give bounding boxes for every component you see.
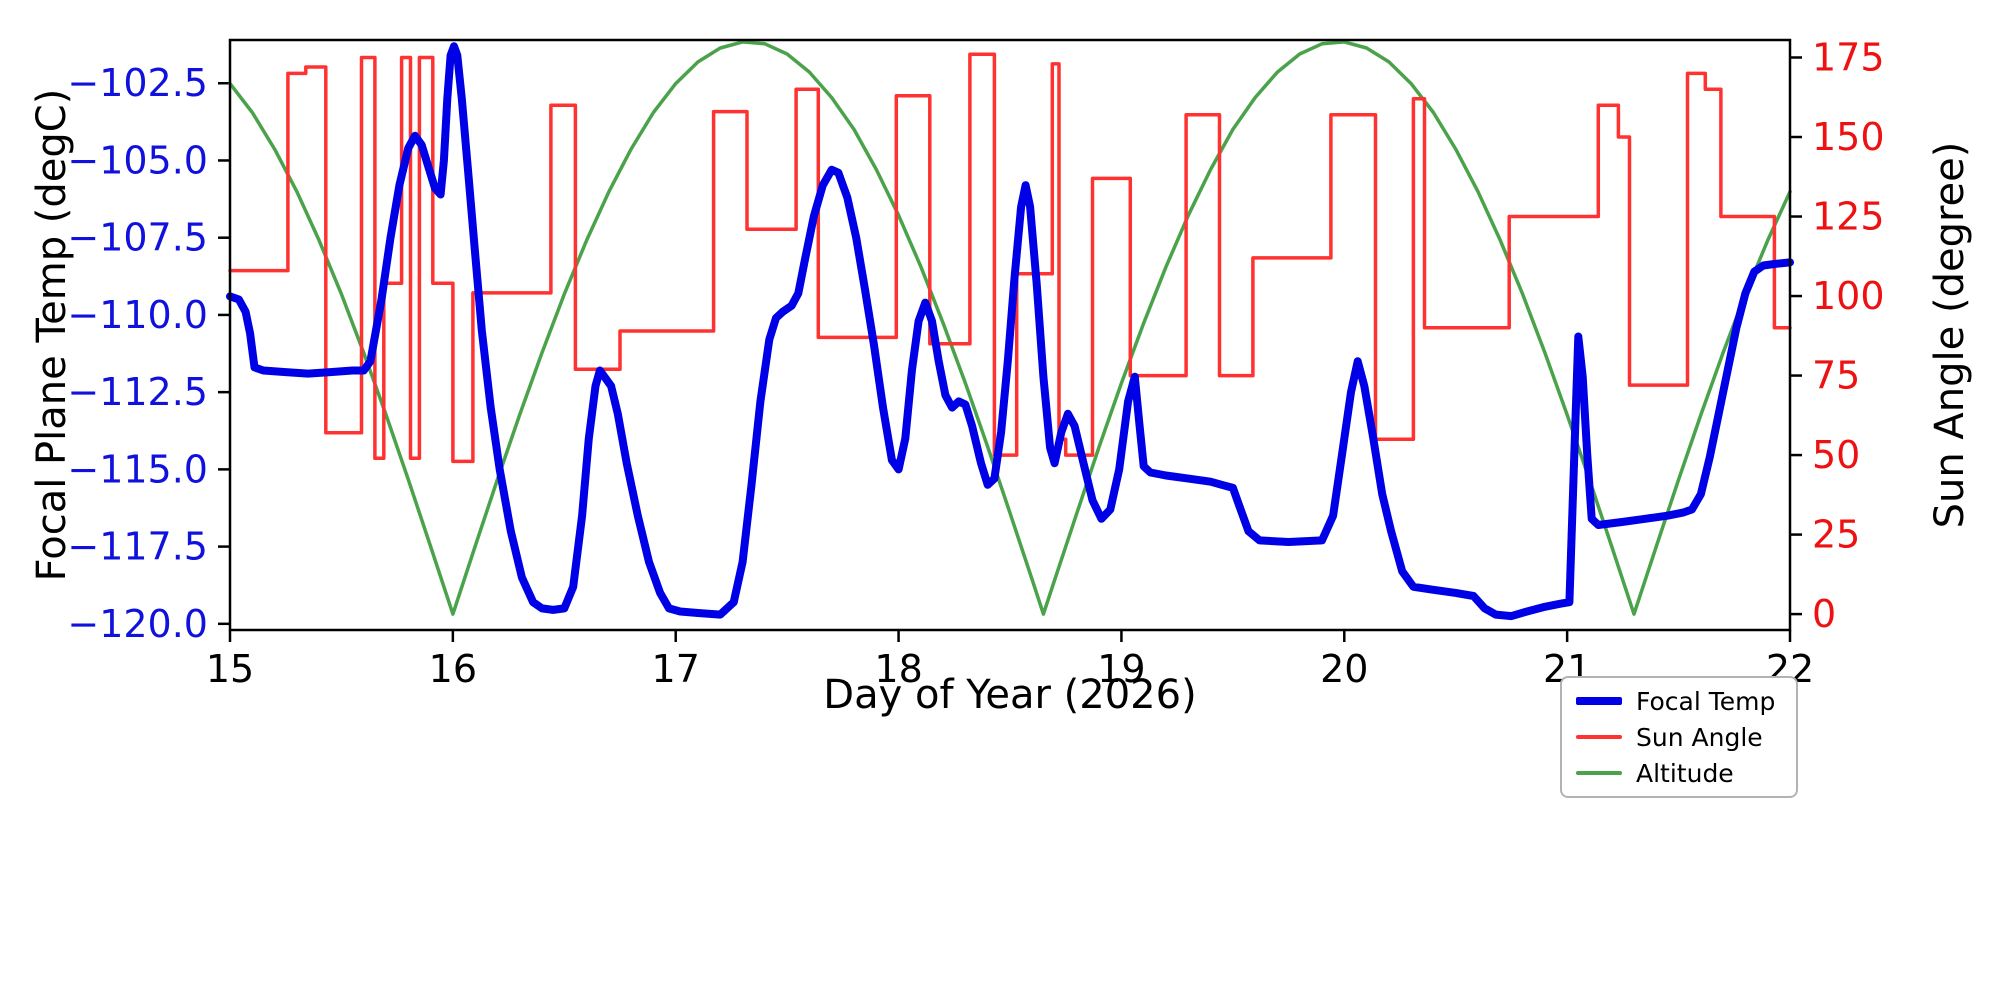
svg-text:−102.5: −102.5: [67, 61, 208, 105]
svg-text:75: 75: [1812, 354, 1860, 398]
right-axis-label: Sun Angle (degree): [1927, 141, 1973, 529]
x-axis-label: Day of Year (2026): [823, 672, 1197, 718]
svg-text:−110.0: −110.0: [67, 293, 208, 337]
svg-text:125: 125: [1812, 195, 1885, 239]
svg-text:−115.0: −115.0: [67, 447, 208, 491]
svg-text:175: 175: [1812, 35, 1885, 79]
legend-line-sample-altitude: [1576, 771, 1622, 775]
svg-text:−112.5: −112.5: [67, 370, 208, 414]
legend-line-sample-focal-temp: [1576, 697, 1622, 705]
svg-text:50: 50: [1812, 433, 1860, 477]
svg-text:0: 0: [1812, 592, 1836, 636]
svg-text:20: 20: [1320, 647, 1368, 691]
legend-item-focal-temp: Focal Temp: [1576, 686, 1782, 716]
legend-item-sun-angle: Sun Angle: [1576, 722, 1782, 752]
legend-label-focal-temp: Focal Temp: [1636, 686, 1776, 716]
legend-item-altitude: Altitude: [1576, 758, 1782, 788]
svg-text:16: 16: [429, 647, 477, 691]
legend-label-sun-angle: Sun Angle: [1636, 722, 1763, 752]
svg-text:−107.5: −107.5: [67, 216, 208, 260]
svg-text:150: 150: [1812, 115, 1885, 159]
legend-label-altitude: Altitude: [1636, 758, 1734, 788]
legend-line-sample-sun-angle: [1576, 735, 1622, 739]
svg-text:25: 25: [1812, 513, 1860, 557]
left-axis-label: Focal Plane Temp (degC): [29, 88, 75, 582]
svg-text:18: 18: [874, 647, 922, 691]
svg-text:17: 17: [652, 647, 700, 691]
svg-text:−105.0: −105.0: [67, 138, 208, 182]
svg-text:100: 100: [1812, 274, 1885, 318]
svg-text:15: 15: [206, 647, 254, 691]
svg-text:19: 19: [1097, 647, 1145, 691]
svg-text:−117.5: −117.5: [67, 525, 208, 569]
svg-text:−120.0: −120.0: [67, 602, 208, 646]
legend: Focal Temp Sun Angle Altitude: [1560, 676, 1798, 798]
